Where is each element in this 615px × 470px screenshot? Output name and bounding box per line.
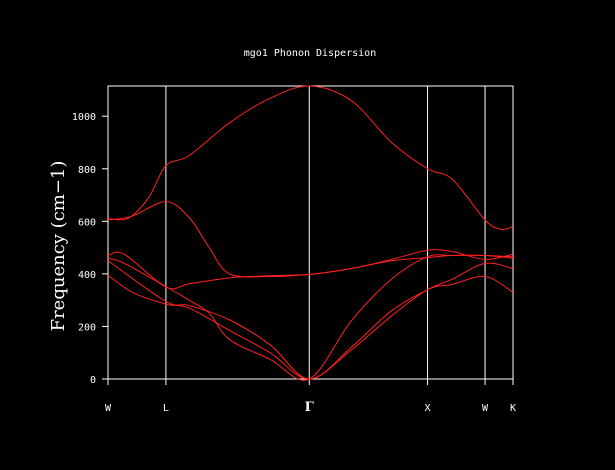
- x-tick-label-5: K: [510, 403, 516, 414]
- y-tick-label-3: 600: [78, 217, 96, 228]
- y-axis-ticks: 0 200 400 600 800 1000: [72, 112, 108, 386]
- dispersion-branches: [107, 85, 514, 381]
- x-tick-label-3: X: [425, 403, 431, 414]
- y-tick-label-5: 1000: [72, 112, 96, 123]
- branch-line-5: [107, 274, 514, 380]
- branch-line-3: [107, 254, 514, 381]
- x-tick-label-2: Γ: [305, 400, 315, 415]
- branch-line-0: [107, 85, 514, 230]
- y-axis-label: Frequency (cm−1): [48, 161, 69, 332]
- y-tick-label-4: 800: [78, 165, 96, 176]
- plot-area-frame: [107, 85, 514, 380]
- x-tick-label-1: L: [163, 403, 169, 414]
- x-tick-label-0: W: [105, 403, 112, 414]
- y-tick-label-0: 0: [90, 375, 96, 386]
- y-tick-label-2: 400: [78, 270, 96, 281]
- branch-line-1: [107, 201, 514, 278]
- x-tick-label-4: W: [482, 403, 489, 414]
- y-tick-label-1: 200: [78, 322, 96, 333]
- high-symmetry-lines: [107, 86, 514, 385]
- branch-line-4: [107, 260, 514, 380]
- chart-title: mgo1 Phonon Dispersion: [244, 48, 376, 59]
